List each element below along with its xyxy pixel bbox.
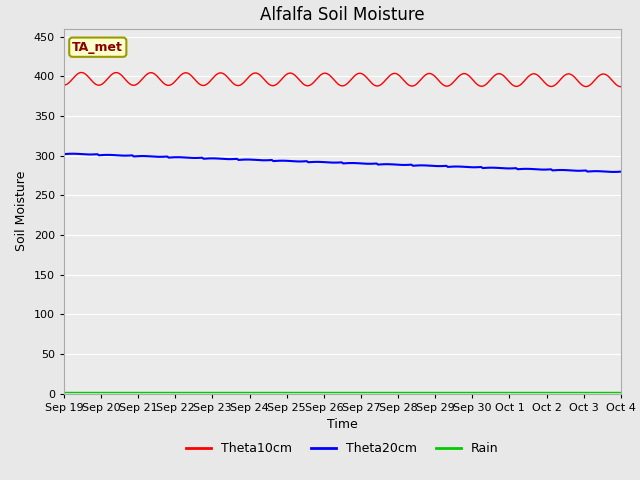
Text: TA_met: TA_met — [72, 41, 124, 54]
Line: Theta10cm: Theta10cm — [64, 72, 621, 87]
Rain — [612, 389, 620, 395]
Rain — [540, 389, 548, 395]
Rain — [617, 389, 625, 395]
Rain — [60, 389, 68, 395]
Theta20cm — [81, 151, 88, 157]
Theta20cm — [617, 169, 625, 175]
Theta10cm — [614, 83, 621, 89]
Rain — [346, 389, 354, 395]
Theta10cm — [77, 70, 85, 75]
Rain — [457, 389, 465, 395]
Theta20cm — [60, 151, 68, 157]
Legend: Theta10cm, Theta20cm, Rain: Theta10cm, Theta20cm, Rain — [181, 437, 504, 460]
Rain — [97, 389, 104, 395]
Theta20cm — [610, 169, 618, 175]
Theta20cm — [541, 167, 549, 172]
Theta10cm — [458, 71, 466, 77]
Theta20cm — [458, 164, 466, 169]
Theta10cm — [348, 76, 356, 82]
Theta20cm — [348, 160, 356, 166]
Rain — [79, 389, 87, 395]
Theta10cm — [541, 80, 549, 86]
Theta10cm — [60, 82, 68, 88]
Title: Alfalfa Soil Moisture: Alfalfa Soil Moisture — [260, 6, 425, 24]
Theta10cm — [617, 84, 625, 90]
Theta20cm — [98, 152, 106, 158]
Line: Theta20cm: Theta20cm — [64, 154, 621, 172]
Theta20cm — [616, 169, 623, 175]
Y-axis label: Soil Moisture: Soil Moisture — [15, 171, 28, 252]
Theta10cm — [81, 71, 88, 76]
X-axis label: Time: Time — [327, 418, 358, 431]
Theta10cm — [98, 82, 106, 87]
Theta20cm — [69, 151, 77, 156]
